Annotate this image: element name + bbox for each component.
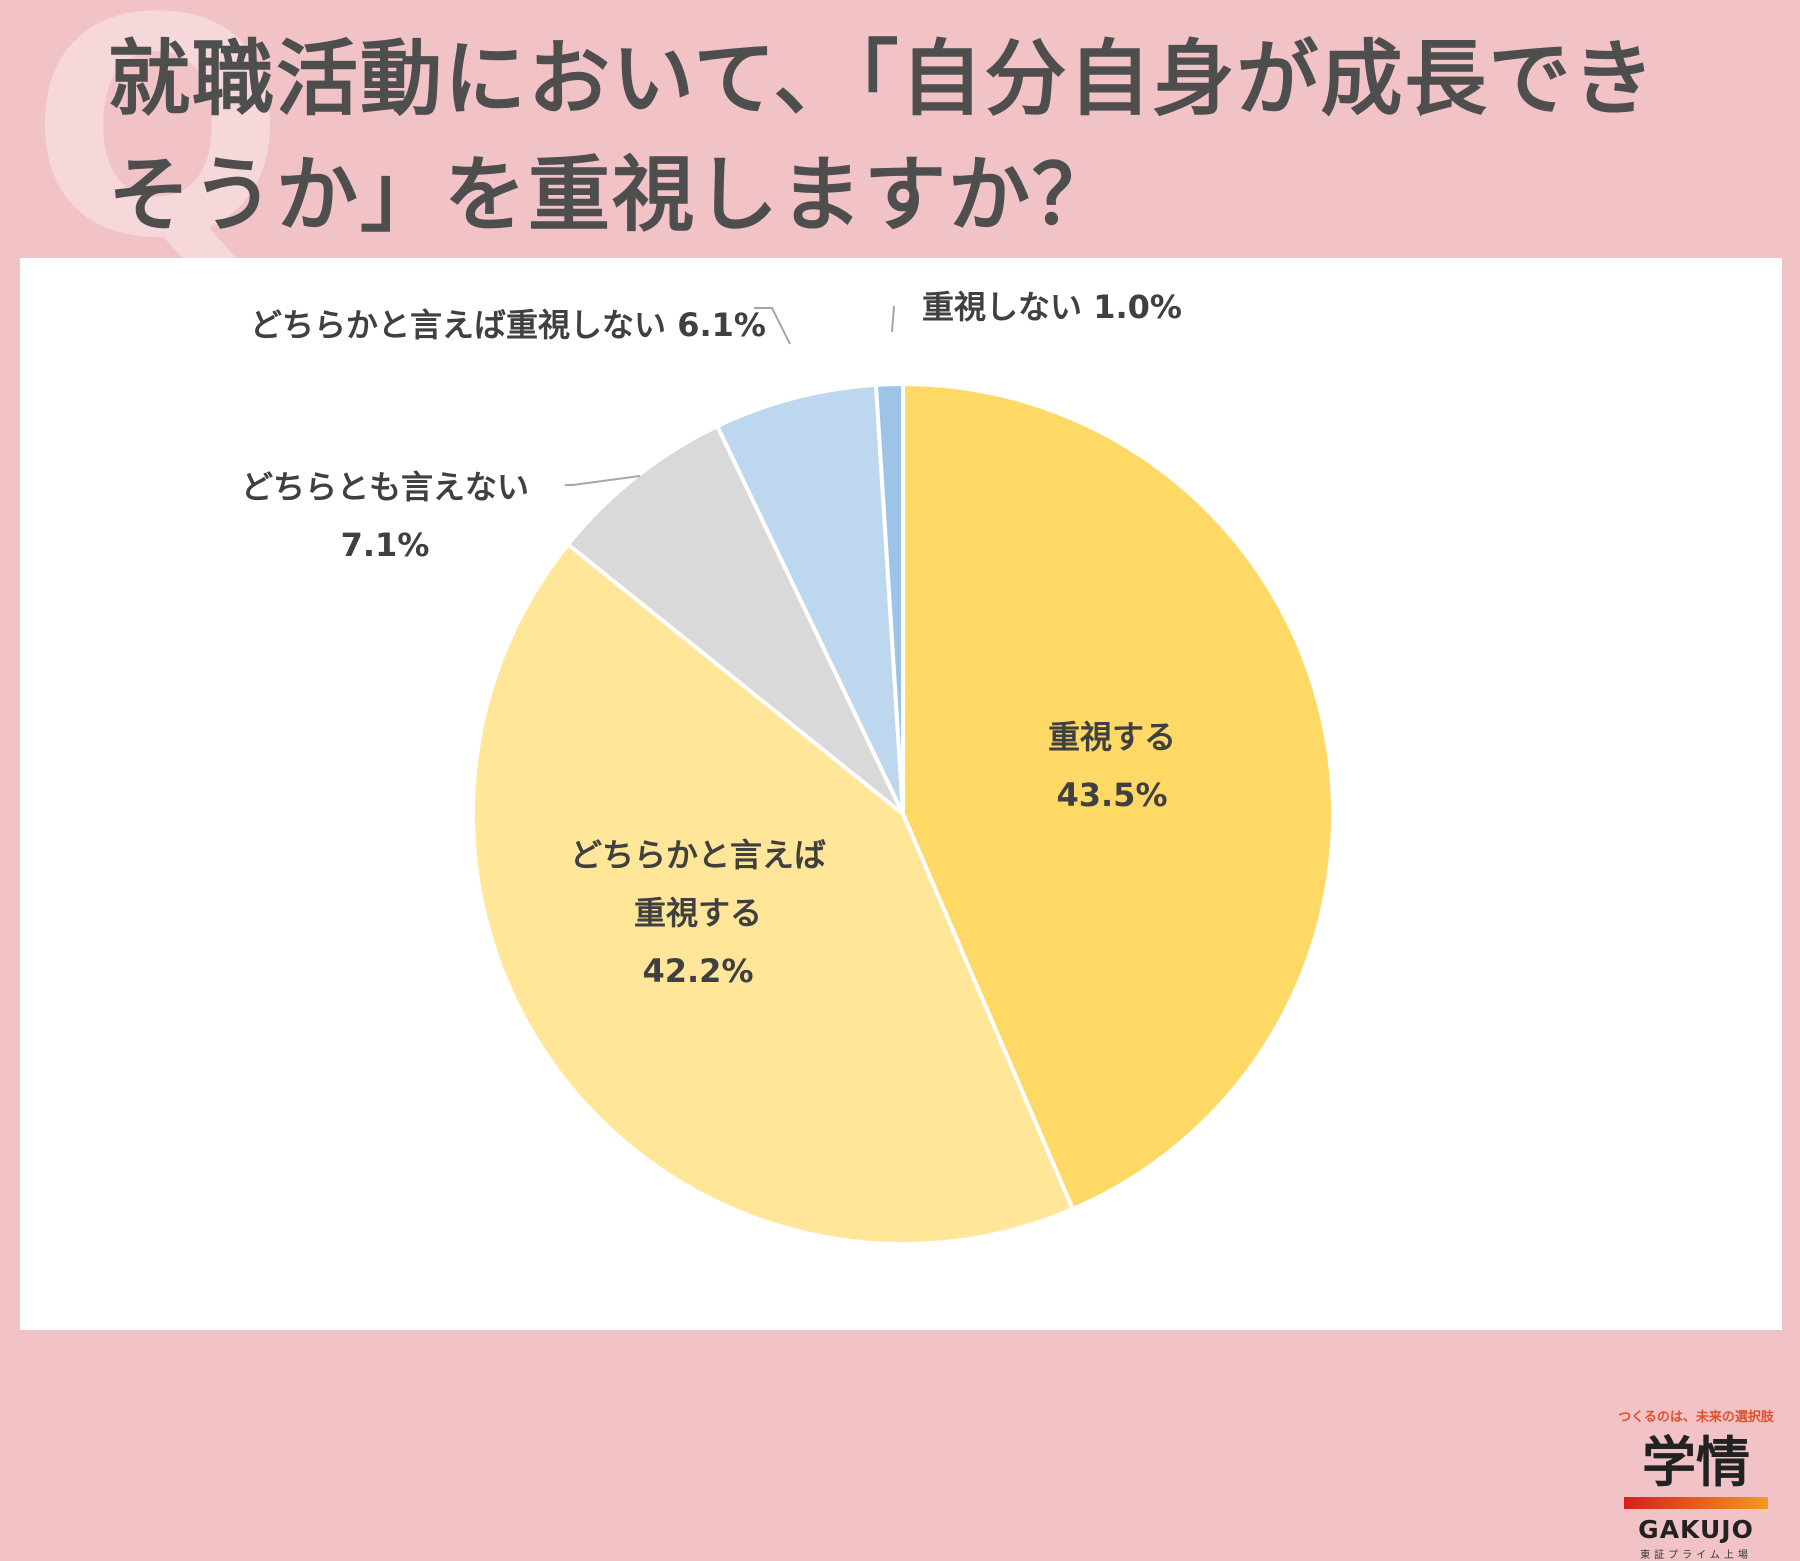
leader-line-4	[754, 307, 791, 345]
slice-value-label: 43.5%	[1056, 776, 1167, 814]
slice-label-2: どちらかと言えば重視する 42.2%	[570, 836, 826, 990]
slice-label-3: どちらとも言えない 7.1%	[241, 468, 529, 564]
slice-label-4: どちらかと言えば重視しない 6.1%	[250, 306, 766, 344]
title-line-1: 就職活動において、「自分自身が成長でき	[108, 32, 1657, 127]
logo-sub: 東証プライム上場	[1640, 1550, 1752, 1561]
slice-category-label: どちらかと言えば重視しない 6.1%	[250, 306, 766, 344]
leader-line-3	[565, 475, 641, 486]
slice-value-label: 42.2%	[642, 952, 753, 990]
logo-tagline: つくるのは、未来の選択肢	[1618, 1410, 1774, 1425]
pie-slice-2	[471, 541, 1076, 1246]
pie-slice-1	[901, 381, 1335, 1212]
title-line-2: そうか」を重視しますか？	[108, 148, 1117, 243]
leader-line-5	[891, 305, 895, 333]
pie-slice-5	[873, 381, 905, 815]
slice-label-5: 重視しない 1.0%	[922, 288, 1182, 326]
logo-bar	[1624, 1497, 1768, 1509]
pie-slice-4	[714, 382, 905, 815]
gakujo-logo: つくるのは、未来の選択肢 学情 GAKUJO 東証プライム上場	[1606, 1406, 1786, 1561]
pie-chart: 重視する 43.5%どちらかと言えば重視する 42.2%どちらとも言えない 7.1%ど…	[241, 288, 1335, 1246]
q-decoration: Q	[30, 0, 286, 304]
slice-category-label: どちらとも言えない	[241, 468, 529, 506]
slice-label-1: 重視する 43.5%	[1048, 718, 1176, 814]
logo-kanji: 学情	[1642, 1431, 1750, 1494]
slice-category-label: どちらかと言えば	[570, 836, 826, 874]
page-title: 就職活動において、「自分自身が成長でき そうか」を重視しますか？	[108, 22, 1798, 254]
logo-en: GAKUJO	[1638, 1515, 1754, 1544]
slice-value-label: 7.1%	[341, 526, 430, 564]
slice-category-label: 重視しない 1.0%	[922, 288, 1182, 326]
chart-panel: 重視する 43.5% どちらかと言えば重視する 42.2% どちらとも言えない 7.1% ど…	[20, 258, 1782, 1561]
slice-category-label: 重視する	[1048, 718, 1176, 756]
slice-category-label: 重視する	[634, 894, 762, 932]
